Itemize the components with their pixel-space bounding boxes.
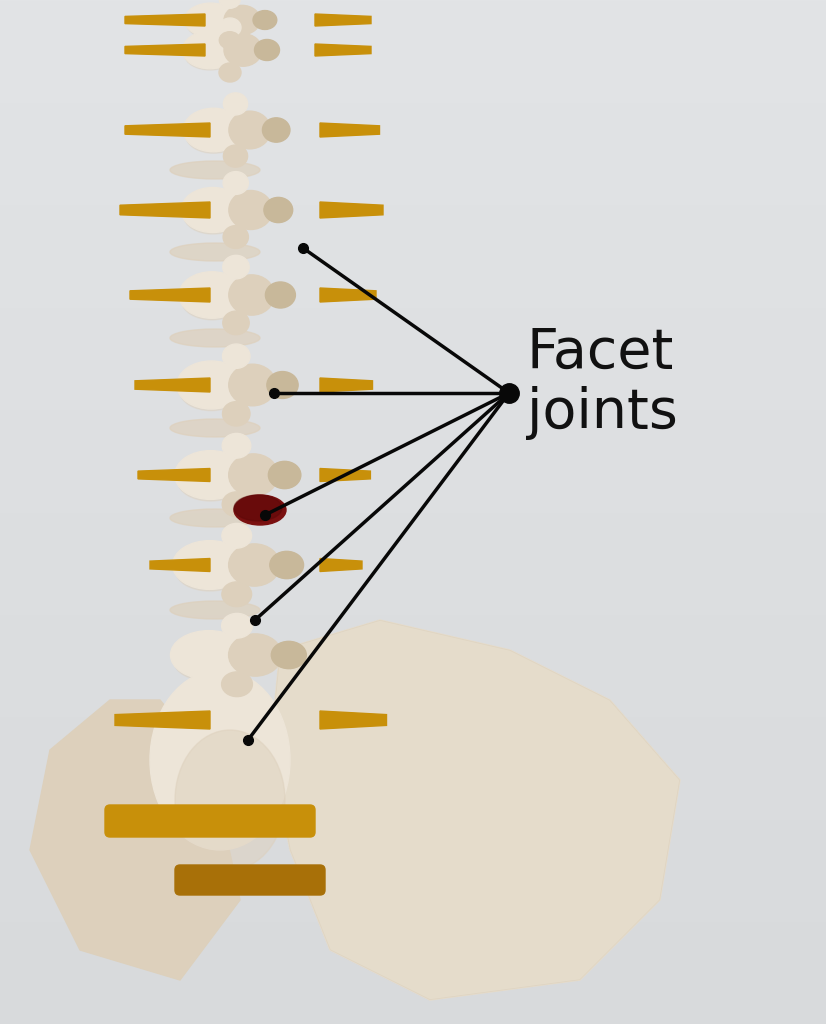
Text: Facet
joints: Facet joints <box>527 326 678 440</box>
Ellipse shape <box>219 32 240 49</box>
Ellipse shape <box>229 274 274 315</box>
Ellipse shape <box>254 40 279 60</box>
Ellipse shape <box>223 172 249 195</box>
Ellipse shape <box>185 3 237 37</box>
Ellipse shape <box>229 365 276 406</box>
Ellipse shape <box>170 601 260 618</box>
Ellipse shape <box>184 198 241 234</box>
Ellipse shape <box>182 283 242 319</box>
Ellipse shape <box>229 454 278 496</box>
Polygon shape <box>130 288 210 302</box>
Ellipse shape <box>219 0 240 8</box>
Ellipse shape <box>223 145 248 167</box>
Polygon shape <box>125 44 205 56</box>
Ellipse shape <box>183 32 238 69</box>
Ellipse shape <box>186 119 241 154</box>
Ellipse shape <box>229 190 273 229</box>
Ellipse shape <box>229 544 280 586</box>
Polygon shape <box>320 711 387 729</box>
Ellipse shape <box>229 112 271 148</box>
Ellipse shape <box>185 40 235 70</box>
Ellipse shape <box>270 551 304 579</box>
Ellipse shape <box>177 361 245 409</box>
Ellipse shape <box>223 255 249 279</box>
Ellipse shape <box>224 5 260 35</box>
Ellipse shape <box>170 509 260 527</box>
Ellipse shape <box>268 462 301 488</box>
Polygon shape <box>120 202 210 218</box>
Ellipse shape <box>173 541 247 590</box>
Ellipse shape <box>179 271 245 318</box>
Ellipse shape <box>234 495 286 525</box>
Ellipse shape <box>170 243 260 261</box>
Ellipse shape <box>264 198 292 222</box>
Polygon shape <box>315 44 371 56</box>
Ellipse shape <box>180 372 243 411</box>
Ellipse shape <box>223 311 249 335</box>
Polygon shape <box>125 123 210 137</box>
Ellipse shape <box>187 11 235 38</box>
Ellipse shape <box>234 495 282 521</box>
Ellipse shape <box>219 18 241 37</box>
Ellipse shape <box>178 462 243 501</box>
Polygon shape <box>320 469 370 481</box>
Ellipse shape <box>174 642 244 681</box>
Ellipse shape <box>170 419 260 437</box>
Polygon shape <box>320 123 379 137</box>
Polygon shape <box>320 202 383 218</box>
Ellipse shape <box>222 401 250 426</box>
Polygon shape <box>150 558 210 571</box>
FancyBboxPatch shape <box>175 865 325 895</box>
Ellipse shape <box>224 34 262 67</box>
Ellipse shape <box>181 187 244 232</box>
Ellipse shape <box>263 118 290 142</box>
Ellipse shape <box>170 161 260 179</box>
Ellipse shape <box>222 582 252 606</box>
Polygon shape <box>30 700 240 980</box>
Polygon shape <box>320 558 362 571</box>
Ellipse shape <box>170 631 248 679</box>
Ellipse shape <box>175 730 285 870</box>
Ellipse shape <box>271 641 306 669</box>
Ellipse shape <box>265 282 296 308</box>
Ellipse shape <box>219 63 241 82</box>
Ellipse shape <box>223 93 248 115</box>
Ellipse shape <box>229 634 282 676</box>
Ellipse shape <box>221 613 253 638</box>
Ellipse shape <box>183 109 244 152</box>
Polygon shape <box>270 620 680 1000</box>
Polygon shape <box>315 14 371 26</box>
Ellipse shape <box>267 372 298 398</box>
Polygon shape <box>138 469 210 481</box>
Ellipse shape <box>221 672 253 696</box>
Polygon shape <box>135 378 210 392</box>
Ellipse shape <box>150 670 290 850</box>
Polygon shape <box>270 620 680 1000</box>
Ellipse shape <box>222 492 251 516</box>
Ellipse shape <box>223 225 249 249</box>
Ellipse shape <box>222 344 250 369</box>
Polygon shape <box>320 288 376 302</box>
FancyBboxPatch shape <box>105 805 315 837</box>
Polygon shape <box>115 711 210 729</box>
Ellipse shape <box>170 329 260 347</box>
Ellipse shape <box>222 433 251 458</box>
Polygon shape <box>320 378 373 392</box>
Ellipse shape <box>222 523 252 548</box>
Ellipse shape <box>176 552 244 591</box>
Ellipse shape <box>175 451 246 500</box>
Polygon shape <box>125 14 205 26</box>
Ellipse shape <box>253 10 277 30</box>
